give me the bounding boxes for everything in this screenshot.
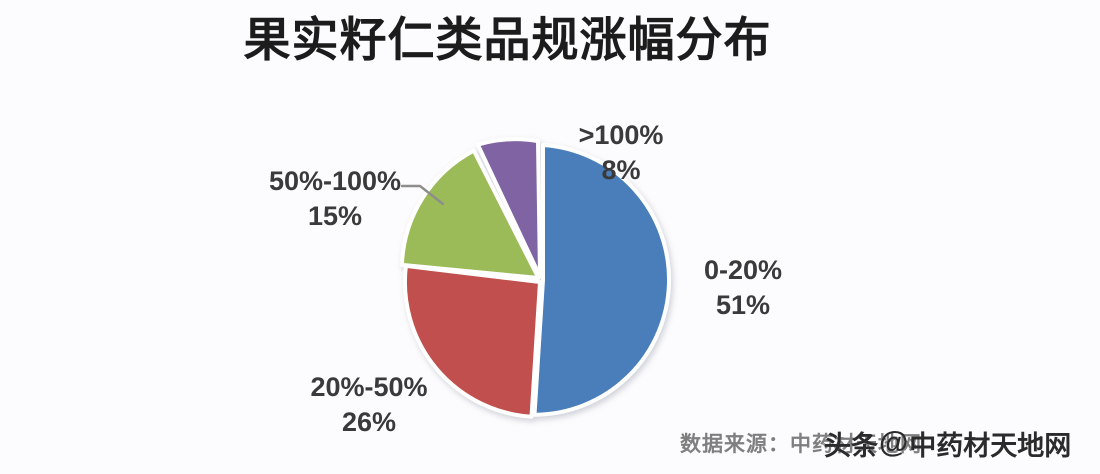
watermark-site-name: 中药材天地网 <box>909 431 1072 461</box>
at-icon: @ <box>879 425 909 459</box>
pie-slice-20-50[interactable] <box>402 263 542 419</box>
leader-line-50-100 <box>400 184 445 206</box>
data-label-gt-100-category: >100% <box>578 120 664 150</box>
data-label-0-20: 0-20% 51% <box>676 253 810 323</box>
data-label-gt-100: >100% 8% <box>556 118 686 188</box>
pie-slice-50-100[interactable] <box>399 148 541 280</box>
pie-slice-gt-100[interactable] <box>475 137 542 279</box>
data-label-gt-100-value: 8% <box>601 155 641 186</box>
source-note: 数据来源：中药材天地网 <box>680 433 922 456</box>
data-label-0-20-category: 0-20% <box>703 255 783 285</box>
page-title: 果实籽仁类品规涨幅分布 <box>243 15 772 67</box>
data-label-20-50-value: 26% <box>341 407 397 438</box>
data-label-50-100-value: 15% <box>307 201 363 232</box>
data-label-20-50-category: 20%-50% <box>310 372 428 402</box>
watermark: 头条 @ 中药材天地网 <box>824 424 1071 463</box>
data-label-50-100-category: 50%-100% <box>268 166 402 196</box>
data-label-50-100: 50%-100% 15% <box>256 164 414 234</box>
data-label-20-50: 20%-50% 26% <box>284 370 454 440</box>
pie-slice-group <box>399 137 672 419</box>
pie-slice-0-20[interactable] <box>532 143 672 417</box>
data-label-0-20-value: 51% <box>715 290 771 321</box>
watermark-prefix: 头条 <box>824 431 878 461</box>
